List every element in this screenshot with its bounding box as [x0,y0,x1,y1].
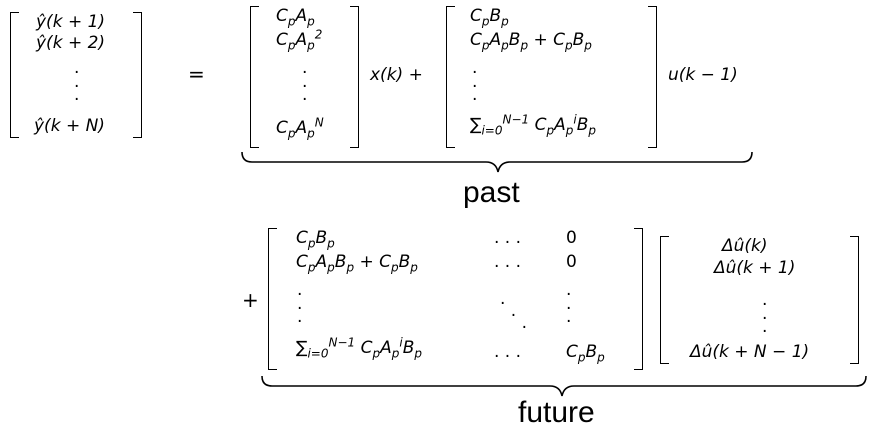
future-underbrace [261,375,867,397]
future-m3-right-bracket [634,228,643,370]
future-m3-rNc1: ∑i=0N−1 CpApiBp [296,335,422,361]
future-m3-r1c2: . . . [494,228,522,248]
future-v-right-bracket [850,236,859,364]
future-m3-r2c2: . . . [494,252,522,272]
past-underbrace [241,151,753,173]
past-m2-row-1: CpBp [470,6,509,29]
future-label: future [518,396,595,429]
past-m1-row-1: CpAp [276,6,315,29]
future-m3-rNc2: . . . [494,342,522,362]
future-m3-r1c1: CpBp [296,228,335,251]
past-m1-right-bracket [350,6,359,148]
future-v-row-2: Δû(k + 1) [714,258,796,278]
future-m3-r2c1: CpApBp + CpBp [296,252,418,275]
lhs-row-N: ŷ(k + N) [34,116,105,136]
future-v-row-1: Δû(k) [722,236,768,256]
future-m3-rNc3: CpBp [566,342,605,365]
past-m1-row-2: CpAp2 [276,27,323,53]
past-m2-right-bracket [648,6,657,148]
past-m2-row-2: CpApBp + CpBp [470,30,592,53]
lhs-vertical-dots: ... [74,58,80,106]
future-m3-col1-vertical-dots: ... [297,280,303,328]
future-m3-r2c3: 0 [566,252,577,272]
past-m1-row-N: CpApN [276,115,324,141]
past-m1-vertical-dots: ... [302,58,308,106]
future-m3-r1c3: 0 [566,228,577,248]
u-term: u(k − 1) [668,65,738,85]
equals-sign: = [188,62,205,86]
future-v-vertical-dots: ... [762,290,768,338]
plus-sign: + [242,288,259,312]
future-m3-col3-vertical-dots: ... [566,280,572,328]
future-v-row-N: Δû(k + N − 1) [690,342,810,362]
past-label: past [463,176,520,209]
past-m2-vertical-dots: ... [472,58,478,106]
lhs-row-2: ŷ(k + 2) [36,33,106,53]
past-m1-left-bracket [250,6,259,148]
x-term: x(k) + [370,65,423,85]
future-v-left-bracket [660,236,669,364]
lhs-right-bracket [133,12,142,138]
past-m2-row-N: ∑i=0N−1 CpApiBp [470,112,596,138]
lhs-row-1: ŷ(k + 1) [36,12,106,32]
future-m3-diagonal-dots: . . . [500,289,528,333]
lhs-left-bracket [10,12,19,138]
future-m3-left-bracket [268,228,277,370]
past-m2-left-bracket [446,6,455,148]
